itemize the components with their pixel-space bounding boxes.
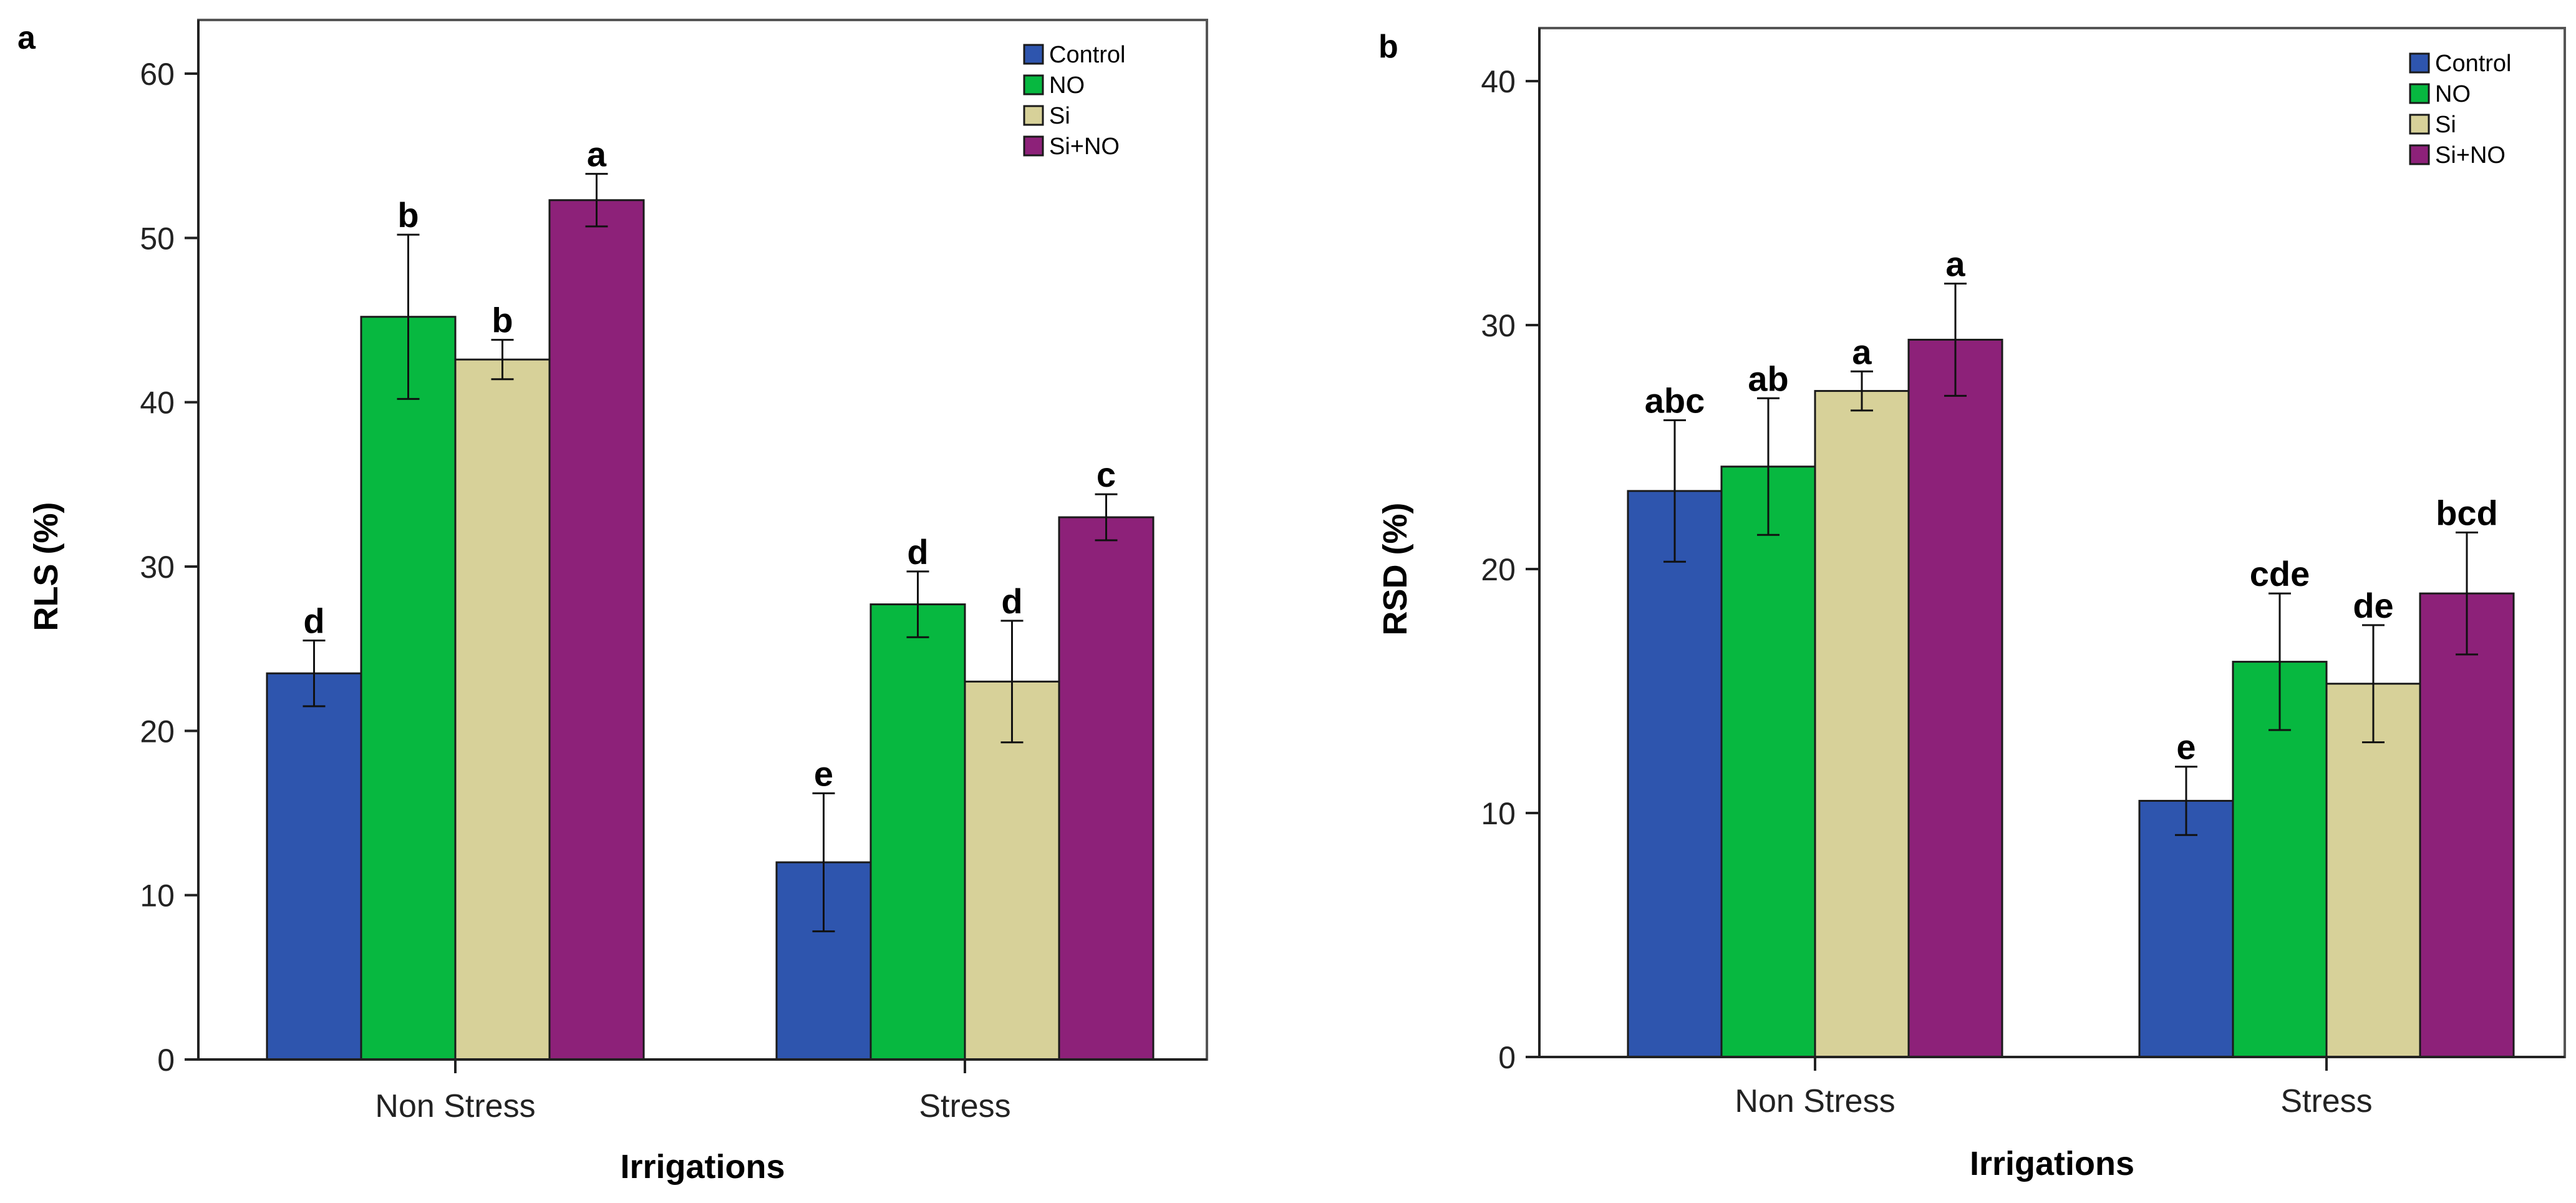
bar-si-no xyxy=(548,199,645,1061)
legend-swatch xyxy=(1023,135,1044,157)
legend-label: Si+NO xyxy=(2435,142,2506,168)
panel-label: a xyxy=(17,20,36,56)
significance-letter: b xyxy=(397,195,419,235)
bar-si-no xyxy=(1907,338,2003,1058)
bar-control xyxy=(1627,490,1723,1058)
y-tick-label: 10 xyxy=(1481,796,1516,831)
y-tick-label: 20 xyxy=(1481,552,1516,587)
significance-letter: d xyxy=(303,602,324,641)
significance-letter: e xyxy=(814,754,833,793)
bar-si xyxy=(1814,390,1910,1058)
legend-label: Si xyxy=(2435,112,2456,138)
legend-label: Si xyxy=(1049,103,1070,129)
legend-swatch xyxy=(1023,44,1044,65)
legend-swatch xyxy=(2409,52,2430,74)
legend-swatch xyxy=(2409,144,2430,165)
y-axis-label: RSD (%) xyxy=(1377,503,1414,636)
bar-no xyxy=(869,603,966,1061)
y-axis-label: RLS (%) xyxy=(27,502,65,631)
significance-letter: ab xyxy=(1748,359,1788,398)
y-tick-label: 10 xyxy=(140,879,175,913)
significance-letter: a xyxy=(587,135,607,174)
significance-letter: a xyxy=(1852,332,1872,371)
legend-swatch xyxy=(2409,83,2430,104)
significance-letter: c xyxy=(1097,455,1116,494)
x-tick-label: Non Stress xyxy=(375,1088,535,1124)
significance-letter: d xyxy=(907,532,928,572)
legend-label: Control xyxy=(1049,42,1126,68)
bar-si xyxy=(454,358,551,1061)
legend-label: Control xyxy=(2435,51,2512,77)
legend-label: Si+NO xyxy=(1049,134,1120,160)
panel-label: b xyxy=(1378,29,1398,65)
significance-letter: d xyxy=(1001,582,1022,621)
y-tick-label: 60 xyxy=(140,57,175,92)
bar-no xyxy=(1720,465,1816,1058)
y-tick-label: 40 xyxy=(1481,64,1516,99)
x-tick-label: Stress xyxy=(919,1088,1010,1124)
significance-letter: a xyxy=(1945,245,1965,284)
y-tick-label: 40 xyxy=(140,386,175,421)
significance-letter: bcd xyxy=(2436,493,2498,532)
y-tick-label: 0 xyxy=(157,1043,175,1078)
legend-swatch xyxy=(1023,105,1044,126)
x-tick-label: Non Stress xyxy=(1735,1083,1895,1119)
y-tick-label: 50 xyxy=(140,221,175,256)
bar-control xyxy=(2138,799,2234,1058)
significance-letter: abc xyxy=(1645,381,1705,420)
legend-swatch xyxy=(1023,74,1044,95)
significance-letter: e xyxy=(2176,728,2196,767)
y-tick-label: 0 xyxy=(1498,1040,1516,1075)
legend-swatch xyxy=(2409,114,2430,135)
legend-label: NO xyxy=(1049,72,1085,99)
x-axis-label: Irrigations xyxy=(620,1148,785,1186)
bar-si-no xyxy=(1058,516,1155,1061)
bar-si xyxy=(2325,683,2421,1058)
legend-label: NO xyxy=(2435,81,2471,107)
significance-letter: cde xyxy=(2250,554,2310,593)
x-axis-label: Irrigations xyxy=(1970,1145,2134,1182)
y-tick-label: 20 xyxy=(140,714,175,749)
bar-no xyxy=(360,316,457,1061)
significance-letter: b xyxy=(491,301,513,340)
y-tick-label: 30 xyxy=(140,550,175,585)
x-tick-label: Stress xyxy=(2280,1083,2372,1119)
y-tick-label: 30 xyxy=(1481,308,1516,343)
significance-letter: de xyxy=(2353,586,2393,625)
bar-si-no xyxy=(2419,592,2515,1058)
bar-control xyxy=(266,672,362,1061)
